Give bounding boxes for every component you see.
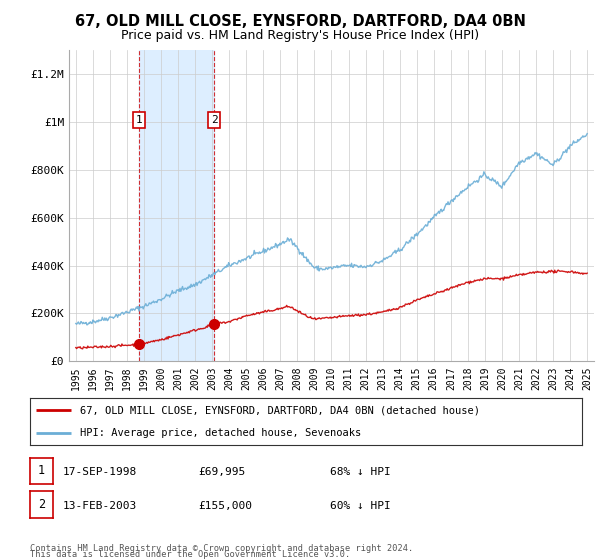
Text: 67, OLD MILL CLOSE, EYNSFORD, DARTFORD, DA4 0BN (detached house): 67, OLD MILL CLOSE, EYNSFORD, DARTFORD, … (80, 405, 479, 416)
Text: This data is licensed under the Open Government Licence v3.0.: This data is licensed under the Open Gov… (30, 550, 350, 559)
Text: £69,995: £69,995 (198, 467, 245, 477)
Text: 68% ↓ HPI: 68% ↓ HPI (330, 467, 391, 477)
Text: 2: 2 (211, 115, 218, 125)
Text: 1: 1 (136, 115, 142, 125)
Text: Price paid vs. HM Land Registry's House Price Index (HPI): Price paid vs. HM Land Registry's House … (121, 29, 479, 42)
Text: 13-FEB-2003: 13-FEB-2003 (63, 501, 137, 511)
Text: HPI: Average price, detached house, Sevenoaks: HPI: Average price, detached house, Seve… (80, 428, 361, 438)
Text: £155,000: £155,000 (198, 501, 252, 511)
Text: 60% ↓ HPI: 60% ↓ HPI (330, 501, 391, 511)
Text: Contains HM Land Registry data © Crown copyright and database right 2024.: Contains HM Land Registry data © Crown c… (30, 544, 413, 553)
Text: 2: 2 (38, 498, 45, 511)
Text: 17-SEP-1998: 17-SEP-1998 (63, 467, 137, 477)
Bar (139, 50, 214, 361)
Text: 67, OLD MILL CLOSE, EYNSFORD, DARTFORD, DA4 0BN: 67, OLD MILL CLOSE, EYNSFORD, DARTFORD, … (74, 14, 526, 29)
Text: 1: 1 (38, 464, 45, 478)
